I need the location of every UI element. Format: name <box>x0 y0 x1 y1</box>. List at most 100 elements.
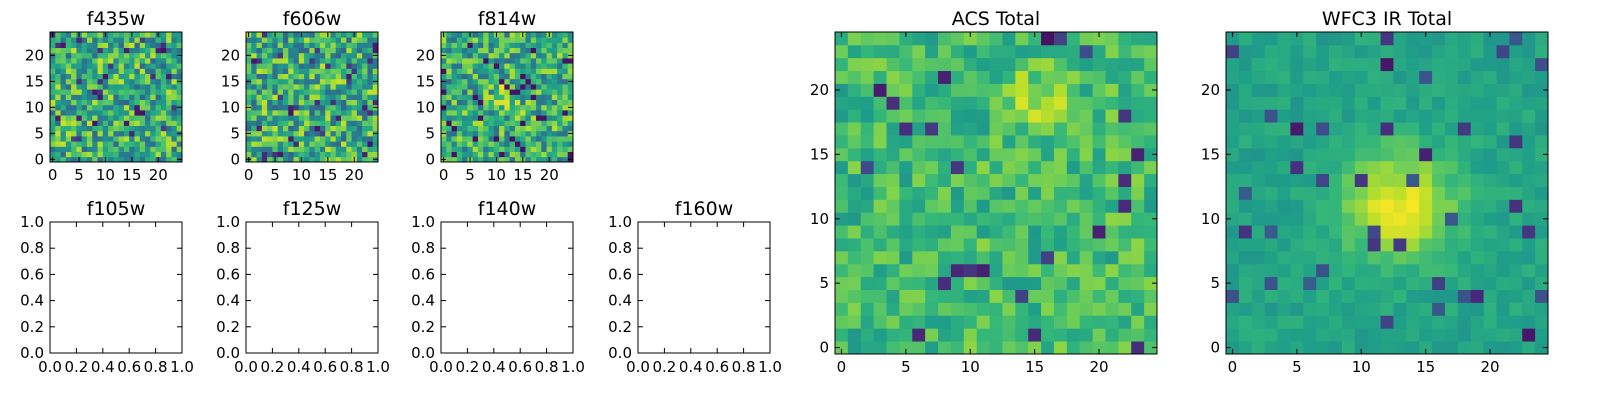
heatmap-cell <box>451 52 458 59</box>
heatmap-cell <box>546 99 553 106</box>
heatmap-cell <box>520 84 526 90</box>
heatmap-cell <box>351 94 358 100</box>
heatmap-cell <box>267 58 273 64</box>
heatmap-cell <box>298 84 305 90</box>
heatmap-cell <box>1041 44 1055 59</box>
heatmap-cell <box>1444 199 1459 213</box>
heatmap-cell <box>835 122 849 136</box>
heatmap-cell <box>963 225 978 239</box>
heatmap-cell <box>483 136 489 142</box>
heatmap-cell <box>1079 250 1093 265</box>
heatmap-cell <box>1329 289 1343 303</box>
heatmap-cell <box>989 57 1003 72</box>
heatmap-cell <box>1264 289 1278 303</box>
heatmap-cell <box>246 115 252 121</box>
heatmap-cell <box>1457 57 1472 72</box>
heatmap-cell <box>1393 96 1407 110</box>
heatmap-cell <box>514 32 521 38</box>
heatmap-cell <box>314 73 321 80</box>
heatmap-cell <box>256 136 263 142</box>
heatmap-cell <box>1367 263 1381 278</box>
heatmap-cell <box>246 151 252 158</box>
heatmap-cell <box>899 83 913 97</box>
heatmap-cell <box>171 141 178 147</box>
heatmap-cell <box>1367 238 1381 252</box>
heatmap-cell <box>341 110 347 116</box>
heatmap-cell <box>102 42 109 48</box>
heatmap-cell <box>1367 70 1381 84</box>
heatmap-cell <box>304 52 310 59</box>
heatmap-cell <box>520 99 526 106</box>
heatmap-cell <box>530 37 537 43</box>
heatmap-cell <box>835 186 849 200</box>
heatmap-cell <box>472 89 479 95</box>
heatmap-cell <box>514 141 521 147</box>
heatmap-cell <box>1118 109 1132 123</box>
heatmap-cell <box>129 52 135 59</box>
heatmap-cell <box>1432 70 1446 84</box>
heatmap-cell <box>325 151 331 158</box>
heatmap-cell <box>118 68 125 74</box>
heatmap-cell <box>1393 238 1407 252</box>
heatmap-cell <box>277 146 284 152</box>
heatmap-cell <box>1457 109 1472 123</box>
heatmap-cell <box>304 78 310 85</box>
heatmap-cell <box>272 115 279 121</box>
heatmap-cell <box>71 120 77 126</box>
heatmap-cell <box>102 120 109 126</box>
heatmap-cell <box>1041 109 1055 123</box>
heatmap-cell <box>525 58 532 64</box>
heatmap-cell <box>514 37 521 43</box>
heatmap-cell <box>488 94 495 100</box>
heatmap-cell <box>288 63 294 69</box>
heatmap-cell <box>330 73 337 80</box>
heatmap-cell <box>483 78 489 85</box>
heatmap-cell <box>1432 289 1446 303</box>
heatmap-cell <box>483 156 489 163</box>
heatmap-cell <box>330 94 337 100</box>
y-tick-label: 15 <box>1201 145 1220 163</box>
heatmap-cell <box>123 58 130 64</box>
heatmap-cell <box>451 78 458 85</box>
heatmap-cell <box>1226 186 1240 200</box>
heatmap-cell <box>1028 212 1042 226</box>
heatmap-cell <box>551 130 558 137</box>
heatmap-cell <box>150 63 156 69</box>
heatmap-cell <box>1144 186 1158 200</box>
heatmap-cell <box>925 289 939 303</box>
heatmap-cell <box>488 156 495 163</box>
heatmap-cell <box>493 47 500 54</box>
heatmap-cell <box>1238 32 1253 46</box>
heatmap-cell <box>86 52 93 59</box>
heatmap-cell <box>134 73 141 80</box>
heatmap-cell <box>155 42 162 48</box>
heatmap-cell <box>277 68 284 74</box>
heatmap-cell <box>950 302 965 316</box>
heatmap-cell <box>456 58 463 64</box>
heatmap-cell <box>1041 289 1055 303</box>
heatmap-cell <box>113 52 120 59</box>
heatmap-cell <box>1226 250 1240 265</box>
heatmap-cell <box>483 32 489 38</box>
heatmap-cell <box>134 130 141 137</box>
heatmap-cell <box>899 289 913 303</box>
heatmap-cell <box>562 104 569 111</box>
heatmap-cell <box>562 125 569 132</box>
heatmap-cell <box>251 58 257 64</box>
heatmap-cell <box>1329 135 1343 149</box>
heatmap-cell <box>1535 135 1549 149</box>
heatmap-cell <box>1444 135 1459 149</box>
heatmap-cell <box>1457 122 1472 136</box>
heatmap-cell <box>1432 109 1446 123</box>
heatmap-cell <box>55 141 61 147</box>
heatmap-cell <box>860 328 875 342</box>
heatmap-cell <box>536 141 542 147</box>
heatmap-cell <box>60 89 67 95</box>
heatmap-cell <box>546 151 553 158</box>
heatmap-cell <box>272 110 279 116</box>
heatmap-cell <box>1354 44 1369 59</box>
heatmap-cell <box>1509 263 1523 278</box>
heatmap-cell <box>873 96 887 110</box>
heatmap-cell <box>150 110 156 116</box>
heatmap-cell <box>1105 302 1119 316</box>
